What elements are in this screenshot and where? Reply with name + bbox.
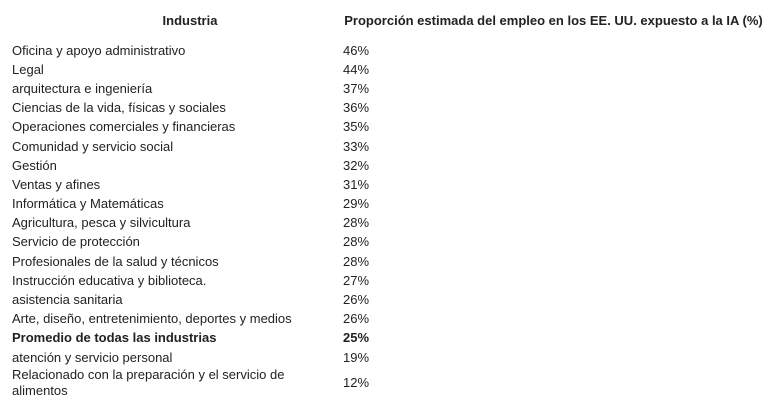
table-row: Agricultura, pesca y silvicultura 28% xyxy=(0,214,771,233)
industry-cell: Promedio de todas las industrias xyxy=(12,330,217,346)
share-cell: 29% xyxy=(343,196,370,212)
industry-cell: Informática y Matemáticas xyxy=(12,196,164,212)
share-cell: 26% xyxy=(343,311,370,327)
share-cell: 12% xyxy=(343,375,370,391)
table-row: arquitectura e ingeniería 37% xyxy=(0,79,771,98)
industry-cell: Instrucción educativa y biblioteca. xyxy=(12,272,207,288)
industry-cell: Gestión xyxy=(12,157,57,173)
share-cell: 25% xyxy=(343,330,370,346)
table-row: Gestión 32% xyxy=(0,156,771,175)
table-row: Ciencias de la vida, físicas y sociales 3… xyxy=(0,99,771,118)
share-cell: 33% xyxy=(343,138,370,154)
table-row: Promedio de todas las industrias 25% xyxy=(0,329,771,348)
table-row: Ventas y afines 31% xyxy=(0,175,771,194)
table-row: Comunidad y servicio social 33% xyxy=(0,137,771,156)
share-cell: 44% xyxy=(343,61,370,77)
table-row: Legal 44% xyxy=(0,60,771,79)
share-cell: 28% xyxy=(343,234,370,250)
table-row: Relacionado con la preparación y el serv… xyxy=(0,367,771,399)
table-row: Oficina y apoyo administrativo 46% xyxy=(0,41,771,60)
share-cell: 31% xyxy=(343,176,370,192)
share-cell: 35% xyxy=(343,119,370,135)
share-cell: 28% xyxy=(343,215,370,231)
table-row: Servicio de protección 28% xyxy=(0,233,771,252)
industry-cell: Operaciones comerciales y financieras xyxy=(12,119,236,135)
table-row: Operaciones comerciales y financieras 35% xyxy=(0,118,771,137)
table-row: Arte, diseño, entretenimiento, deportes … xyxy=(0,310,771,329)
share-cell: 32% xyxy=(343,157,370,173)
industry-cell: Oficina y apoyo administrativo xyxy=(12,42,186,58)
header-share: Proporción estimada del empleo en los EE… xyxy=(344,13,763,28)
table-row: atención y servicio personal 19% xyxy=(0,348,771,367)
header-industry: Industria xyxy=(162,13,218,28)
industry-cell: Relacionado con la preparación y el serv… xyxy=(12,367,285,399)
industry-cell: Ventas y afines xyxy=(12,176,101,192)
table-body: Oficina y apoyo administrativo 46% Legal 44… xyxy=(0,41,771,399)
table-row: Profesionales de la salud y técnicos 28% xyxy=(0,252,771,271)
share-cell: 28% xyxy=(343,253,370,269)
share-cell: 36% xyxy=(343,100,370,116)
industry-cell: Arte, diseño, entretenimiento, deportes … xyxy=(12,311,292,327)
table-row: Instrucción educativa y biblioteca. 27% xyxy=(0,271,771,290)
share-cell: 37% xyxy=(343,80,370,96)
industry-cell: Comunidad y servicio social xyxy=(12,138,174,154)
industry-cell: Servicio de protección xyxy=(12,234,140,250)
table-row: asistencia sanitaria 26% xyxy=(0,290,771,309)
table-row: Informática y Matemáticas 29% xyxy=(0,195,771,214)
industry-cell: atención y servicio personal xyxy=(12,349,173,365)
industry-cell: Agricultura, pesca y silvicultura xyxy=(12,215,191,231)
share-cell: 26% xyxy=(343,292,370,308)
industry-cell: Profesionales de la salud y técnicos xyxy=(12,253,219,269)
industry-cell: Ciencias de la vida, físicas y sociales xyxy=(12,100,226,116)
industry-cell: arquitectura e ingeniería xyxy=(12,80,153,96)
industry-cell: Legal xyxy=(12,61,44,77)
industry-cell: asistencia sanitaria xyxy=(12,292,123,308)
header-row: Industria Proporción estimada del empleo… xyxy=(0,0,771,41)
share-cell: 27% xyxy=(343,272,370,288)
share-cell: 46% xyxy=(343,42,370,58)
share-cell: 19% xyxy=(343,349,370,365)
